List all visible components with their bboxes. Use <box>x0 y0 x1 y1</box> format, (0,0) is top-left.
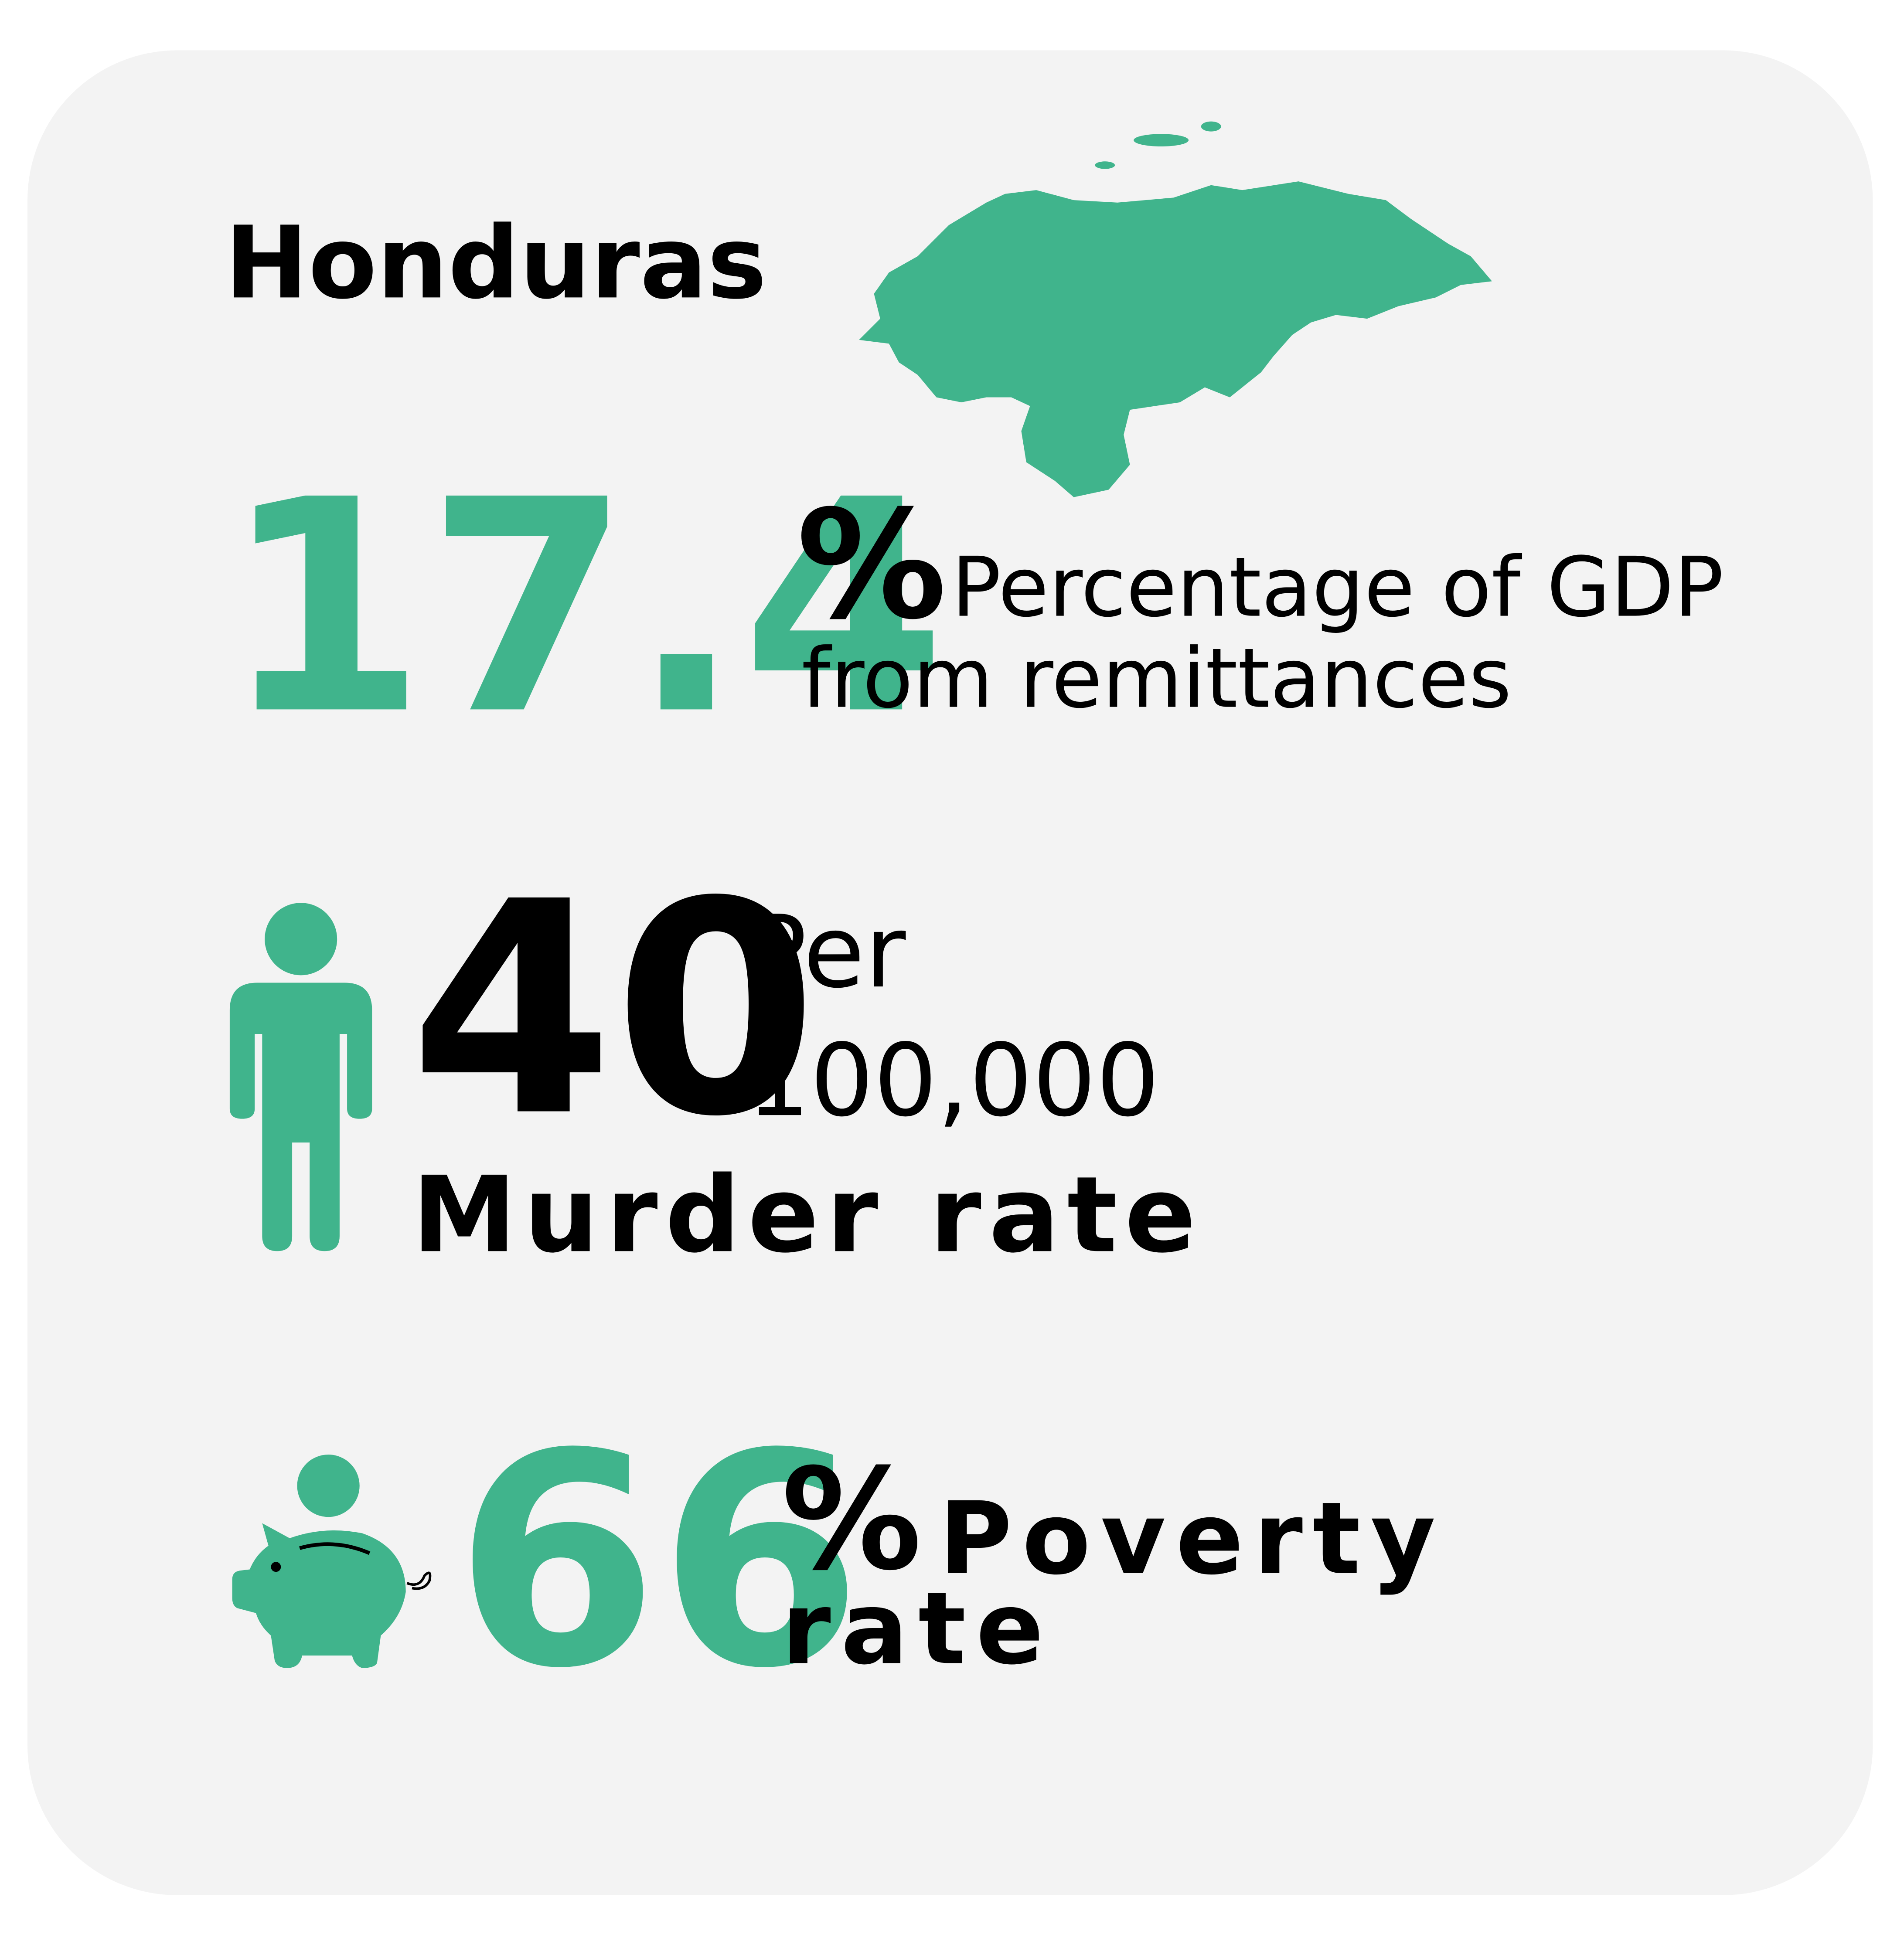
stat-value: 17.4 <box>222 437 946 779</box>
stat-label: Percentage of GDP <box>951 540 1723 636</box>
title: Honduras <box>225 205 766 321</box>
stat-unit: Per <box>746 894 906 1010</box>
stat-value: 66 <box>454 1390 862 1732</box>
piggy-bank-icon <box>232 1454 432 1668</box>
stat-label: rate <box>782 1571 1054 1687</box>
country-map <box>859 121 1492 497</box>
stat-unit: % <box>782 1438 922 1601</box>
stat-unit: % <box>797 479 947 653</box>
stat-label: Murder rate <box>412 1154 1203 1276</box>
person-icon <box>229 903 372 1251</box>
stat-unit: 100,000 <box>746 1023 1159 1139</box>
stat-value: 40 <box>409 839 817 1180</box>
card <box>27 50 1873 1895</box>
stat-label: Poverty <box>939 1481 1445 1597</box>
stat-label: from remittances <box>801 631 1512 727</box>
